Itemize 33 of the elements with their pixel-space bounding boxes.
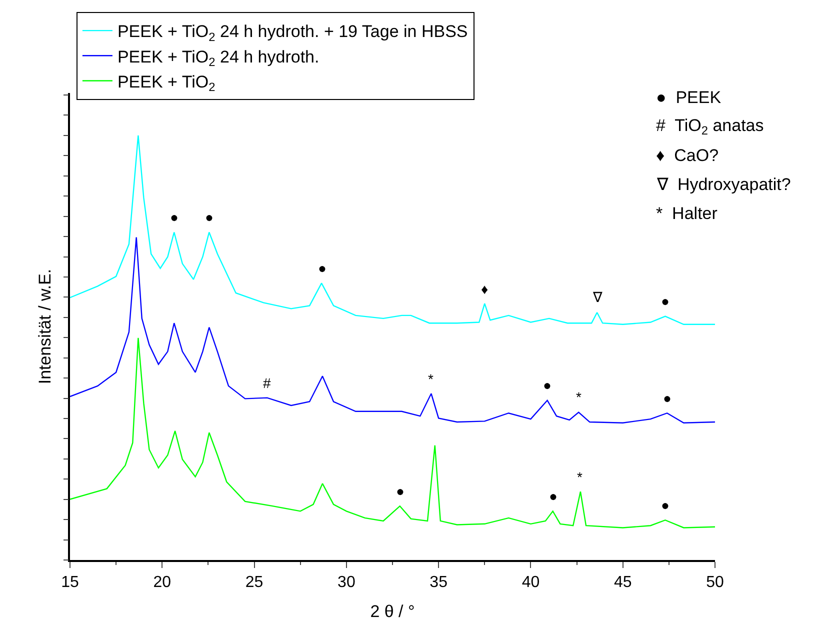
legend-label: PEEK + TiO$_{2}$ 24 h hydroth. + 19 Tage in HBSS <box>117 22 468 44</box>
x-tick-label: 50 <box>706 574 724 591</box>
x-tick-label: 45 <box>614 574 632 591</box>
annotation: * Halter <box>656 204 718 223</box>
annotation: * <box>577 469 583 485</box>
x-axis-title: 2 θ / ° <box>370 602 415 621</box>
x-tick-label: 20 <box>153 574 172 591</box>
annotation: ∇ <box>592 289 603 305</box>
annotation: ∇ Hydroxyapatit? <box>656 175 791 194</box>
x-tick-label: 15 <box>61 574 79 591</box>
x-tick-label: 35 <box>430 574 448 591</box>
annotation: * <box>576 389 582 405</box>
x-tick-label: 40 <box>522 574 540 591</box>
annotation: ● <box>661 293 670 309</box>
annotation: ● <box>543 377 552 393</box>
annotation: ♦ <box>481 281 488 297</box>
annotation: ♦ CaO? <box>656 146 719 165</box>
annotation: # TiO$_{2}$ anatas <box>656 116 764 138</box>
annotation: ● <box>661 497 670 513</box>
annotation: ● <box>396 483 404 499</box>
x-tick-label: 25 <box>245 574 264 591</box>
annotation: # <box>263 375 271 391</box>
annotation: ● <box>205 209 214 225</box>
legend-label: PEEK + TiO$_{2}$ 24 h hydroth. <box>117 47 320 69</box>
legend-label: PEEK + TiO$_{2}$ <box>117 72 216 94</box>
annotation: * <box>428 371 434 387</box>
text: ● PEEK <box>656 88 722 107</box>
annotation: ● <box>170 209 178 225</box>
annotation: ● <box>663 390 672 406</box>
annotation: ● <box>549 488 558 504</box>
y-axis-title: Intensität / w.E. <box>35 268 54 384</box>
annotation: ● <box>318 260 326 276</box>
x-tick-label: 30 <box>338 574 356 591</box>
